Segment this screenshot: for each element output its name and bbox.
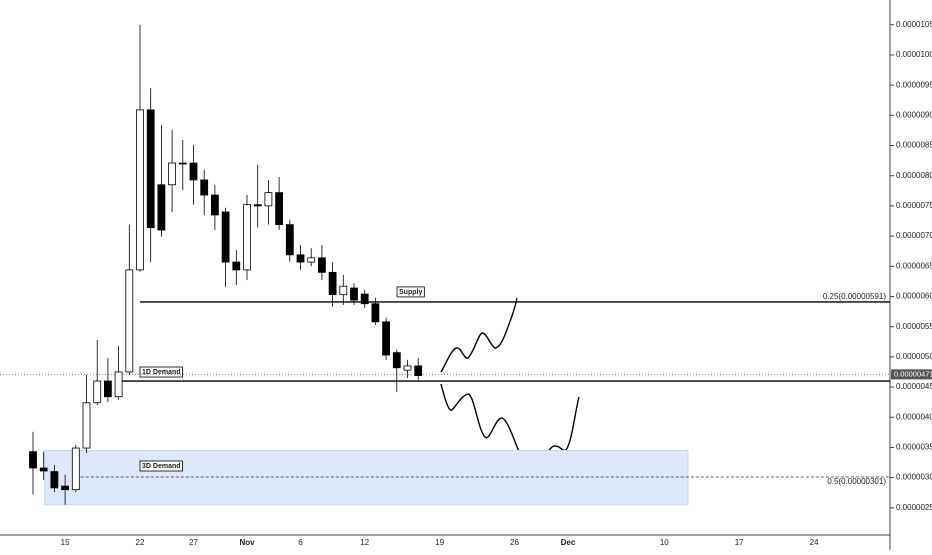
candle-body <box>392 352 401 369</box>
candle-body <box>382 321 391 356</box>
candle-body <box>264 192 273 207</box>
candle-body <box>221 211 230 263</box>
x-tick-label: 17 <box>735 538 744 547</box>
annotation-label: 3D Demand <box>142 463 181 470</box>
candle-body <box>29 451 37 469</box>
x-tick-label: 24 <box>810 538 819 547</box>
candle-body <box>136 109 144 271</box>
candle-body <box>168 162 177 186</box>
demand-zone <box>44 449 689 506</box>
candle-body <box>93 380 102 404</box>
candle-body <box>210 194 219 216</box>
annotation-box <box>396 286 425 298</box>
annotation-label: 1D Demand <box>142 369 181 376</box>
candle-body <box>50 471 59 489</box>
candle-body <box>339 285 348 296</box>
x-tick-label: Dec <box>561 538 576 547</box>
x-tick-label: 27 <box>189 538 198 547</box>
candle-body <box>243 204 251 271</box>
candle-body <box>360 293 369 305</box>
candle-body <box>189 162 198 181</box>
projection-path <box>440 383 580 478</box>
x-tick-label: Nov <box>239 538 255 547</box>
candle-body <box>178 162 187 165</box>
candle-body <box>61 485 69 491</box>
x-tick-label: 22 <box>136 538 145 547</box>
annotation-label: Supply <box>399 289 422 296</box>
projection-path <box>440 297 518 373</box>
last-price-box <box>891 369 932 380</box>
candle-body <box>125 269 134 373</box>
candle-body <box>114 371 123 398</box>
candle-body <box>328 271 337 296</box>
x-tick-label: 26 <box>510 538 519 547</box>
candle-body <box>403 365 412 371</box>
candle-body <box>285 224 294 256</box>
x-tick-label: 15 <box>61 538 70 547</box>
candle-body <box>232 261 241 271</box>
level-label: 0.25(0.00000591) <box>823 292 887 301</box>
annotation-box <box>139 366 183 378</box>
candle-body <box>82 402 91 449</box>
candle-body <box>39 467 48 472</box>
x-tick-label: 19 <box>435 538 444 547</box>
candle-body <box>371 303 380 323</box>
candle-body <box>71 447 80 491</box>
candle-body <box>104 380 112 398</box>
candle-body <box>296 254 305 263</box>
candle-body <box>146 109 155 229</box>
last-price-label: 0.00000471 <box>894 369 932 378</box>
x-tick-label: 12 <box>360 538 369 547</box>
candle-body <box>307 257 316 263</box>
candle-body <box>350 287 358 301</box>
x-tick-label: 6 <box>298 538 303 547</box>
annotation-box <box>139 460 183 472</box>
candle-body <box>253 204 262 207</box>
candle-body <box>157 184 166 231</box>
candle-body <box>200 179 209 196</box>
candle-body <box>317 257 326 273</box>
candle-body <box>414 365 423 376</box>
candle-body <box>275 192 284 226</box>
fib-level-label: 0.5(0.00000301) <box>827 477 886 486</box>
x-tick-label: 10 <box>660 538 669 547</box>
